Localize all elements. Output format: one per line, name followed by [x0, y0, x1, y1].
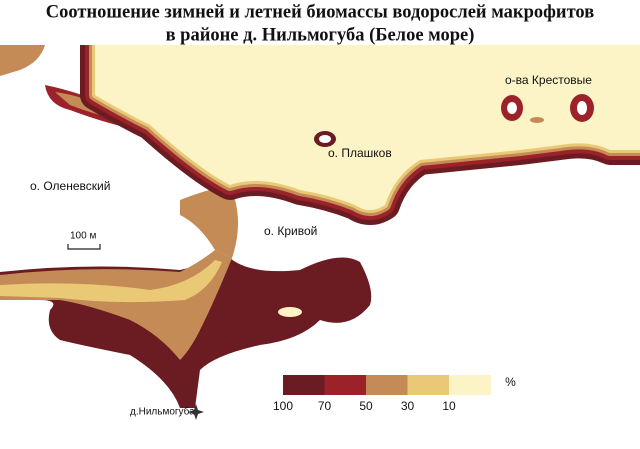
- sea-zones: [0, 0, 640, 408]
- shoal: [530, 117, 544, 123]
- legend-swatch: [449, 375, 491, 395]
- scale-label: 100 м: [70, 231, 96, 242]
- legend-tick-label: 10: [442, 399, 456, 413]
- zone: [0, 45, 45, 76]
- shoal: [278, 307, 302, 317]
- zone: [0, 260, 222, 303]
- island: [507, 102, 517, 114]
- title: Соотношение зимней и летней биомассы вод…: [46, 2, 594, 22]
- legend-tick-label: 100: [273, 399, 293, 413]
- island: [319, 135, 331, 143]
- legend-swatch: [366, 375, 408, 395]
- legend-tick-label: 50: [359, 399, 373, 413]
- zone: [95, 45, 640, 210]
- title-area: [0, 0, 640, 45]
- island: [577, 101, 587, 115]
- place-label: о-ва Крестовые: [505, 73, 592, 87]
- title: в районе д. Нильмогуба (Белое море): [166, 25, 475, 45]
- legend: 100 70 50 30 10%: [273, 375, 516, 413]
- zone: [0, 250, 232, 360]
- scale-bar: [67, 244, 101, 250]
- legend-swatch: [407, 375, 450, 395]
- legend-tick-label: 30: [401, 399, 415, 413]
- village-marker: [188, 404, 204, 420]
- legend-swatch: [283, 375, 325, 395]
- place-label: д.Нильмогуба: [130, 406, 195, 418]
- place-label: о. Оленевский: [30, 179, 110, 193]
- place-label: о. Кривой: [264, 224, 317, 238]
- legend-unit: %: [505, 375, 516, 389]
- place-label: о. Плашков: [328, 146, 392, 160]
- legend-tick-label: 70: [318, 399, 332, 413]
- legend-swatch: [324, 375, 367, 395]
- zone: [180, 185, 239, 258]
